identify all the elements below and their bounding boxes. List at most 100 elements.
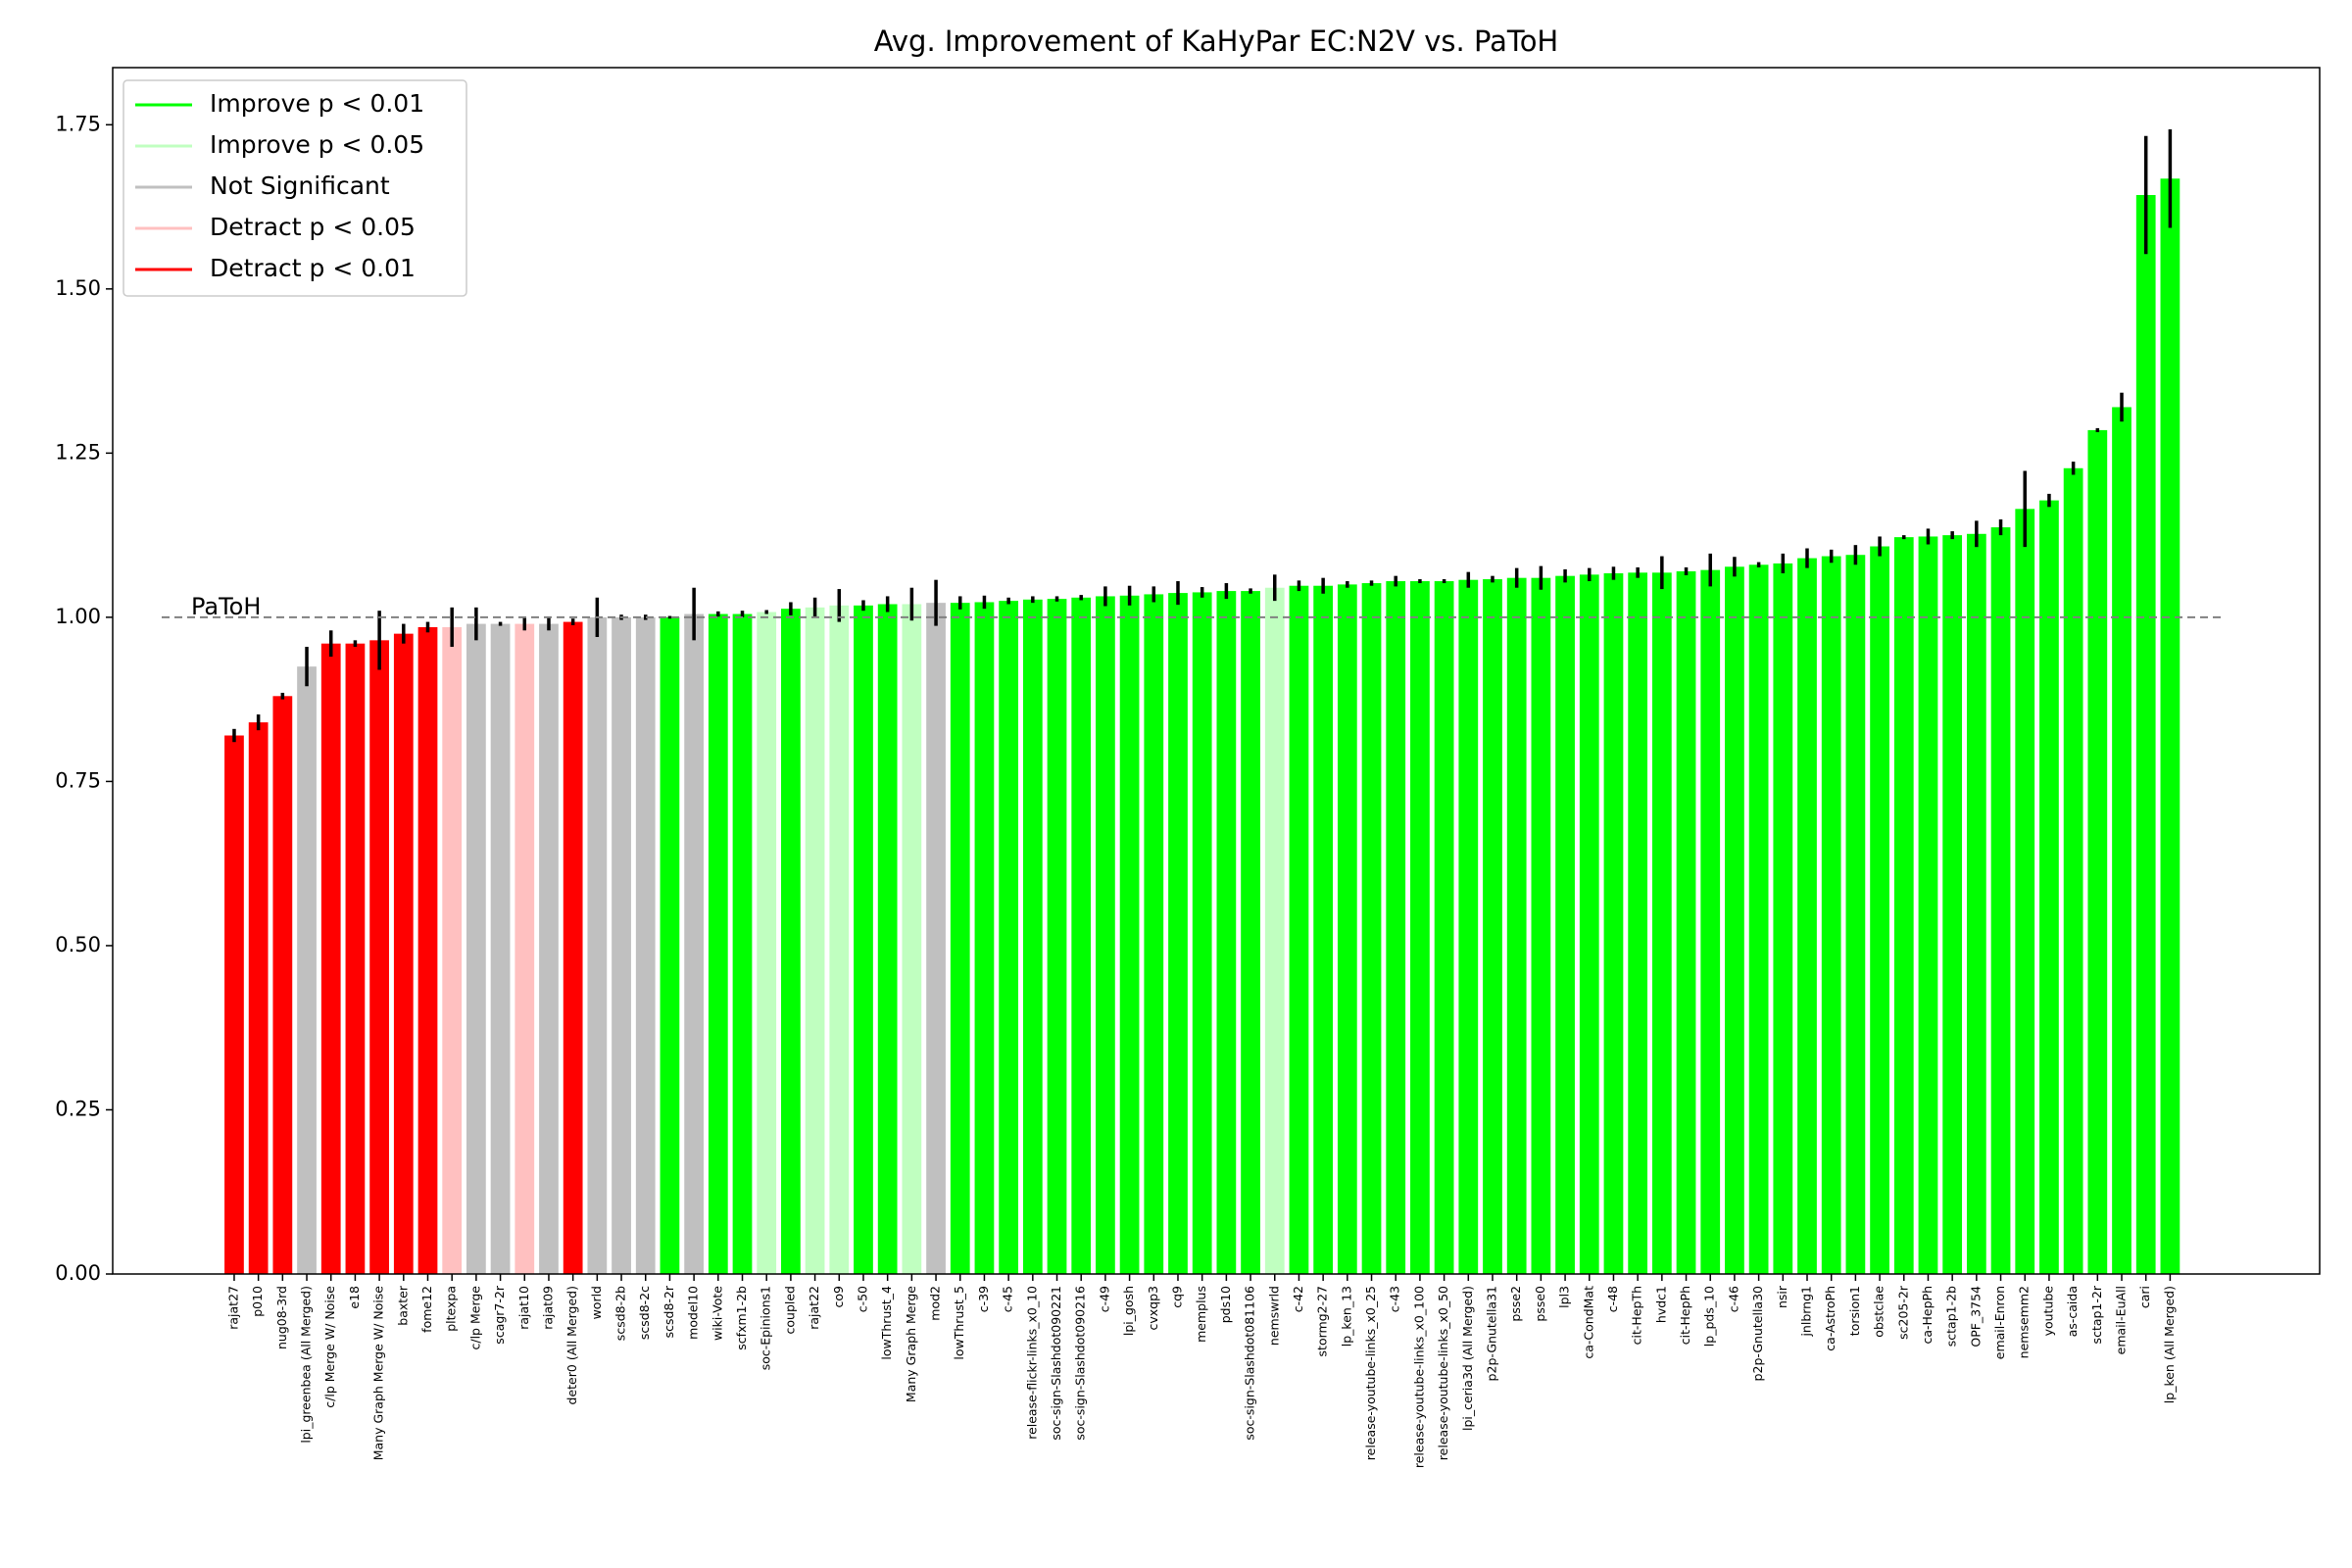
x-tick-label: sctap1-2b — [1944, 1286, 1959, 1347]
y-tick-label: 1.75 — [55, 112, 101, 135]
bar — [1096, 596, 1115, 1274]
bar — [1942, 535, 1963, 1274]
bar — [660, 616, 680, 1274]
x-tick-label: soc-Epinions1 — [759, 1286, 773, 1370]
y-tick-label: 0.00 — [55, 1261, 101, 1285]
bar — [1458, 579, 1479, 1274]
x-tick-label: c-48 — [1605, 1286, 1620, 1312]
bar — [1071, 597, 1092, 1274]
x-tick-label: cvxqp3 — [1146, 1286, 1160, 1331]
legend-label: Detract p < 0.05 — [210, 213, 416, 241]
x-tick-label: memplus — [1194, 1286, 1208, 1343]
x-tick-label: rajat27 — [225, 1286, 240, 1330]
bar — [1216, 591, 1237, 1274]
x-tick-label: soc-sign-Slashdot090216 — [1073, 1286, 1088, 1441]
bar — [2063, 467, 2083, 1274]
x-tick-label: coupled — [782, 1286, 797, 1334]
x-tick-label: scagr7-2r — [492, 1285, 507, 1345]
x-tick-label: rajat22 — [807, 1286, 821, 1330]
bar — [1119, 595, 1140, 1274]
bar — [1845, 555, 1866, 1274]
bar — [1168, 593, 1188, 1274]
bar — [1386, 581, 1406, 1274]
bar — [1676, 570, 1696, 1274]
x-tick-label: model10 — [686, 1286, 701, 1340]
bar — [2160, 178, 2180, 1275]
x-tick-label: scsd8-2c — [637, 1286, 652, 1340]
bar — [1893, 537, 1914, 1274]
bar — [974, 602, 995, 1274]
x-tick-label: Many Graph Merge — [904, 1286, 918, 1402]
bar — [1603, 572, 1624, 1274]
x-tick-label: psse0 — [1533, 1286, 1547, 1322]
bar — [1966, 533, 1986, 1274]
x-tick-label: lpi_gosh — [1121, 1286, 1136, 1336]
x-tick-label: e18 — [347, 1286, 362, 1309]
x-tick-label: lpl3 — [1557, 1286, 1572, 1308]
x-tick-label: p010 — [250, 1286, 265, 1317]
x-tick-label: nsir — [1775, 1285, 1789, 1308]
y-tick-label: 1.25 — [55, 440, 101, 464]
bar — [393, 633, 414, 1274]
legend-label: Not Significant — [210, 172, 390, 200]
bar — [1725, 566, 1744, 1274]
bar — [1022, 599, 1043, 1274]
x-tick-label: cit-HepTh — [1630, 1286, 1644, 1345]
x-tick-label: nemswrld — [1266, 1286, 1281, 1346]
y-tick-label: 0.75 — [55, 768, 101, 792]
x-tick-label: rajat10 — [516, 1286, 531, 1330]
bar — [877, 604, 898, 1274]
bar — [2112, 407, 2132, 1274]
legend-label: Improve p < 0.01 — [210, 89, 424, 118]
bar — [1531, 577, 1551, 1274]
bar — [757, 612, 777, 1274]
bar — [1313, 585, 1334, 1274]
legend-label: Improve p < 0.05 — [210, 130, 424, 159]
x-tick-label: as-caida — [2065, 1286, 2080, 1337]
x-tick-label: soc-sign-Slashdot090221 — [1049, 1286, 1063, 1441]
bar — [2015, 509, 2035, 1274]
bar — [612, 616, 631, 1274]
bar — [490, 623, 511, 1274]
x-tick-label: soc-sign-Slashdot081106 — [1243, 1286, 1257, 1441]
x-tick-label: release-youtube-links_x0_100 — [1411, 1286, 1426, 1468]
x-tick-label: ca-CondMat — [1581, 1286, 1595, 1359]
bar — [1289, 585, 1309, 1274]
x-tick-label: nug08-3rd — [274, 1286, 289, 1349]
bar — [2087, 429, 2108, 1275]
x-tick-label: jnlbrng1 — [1799, 1286, 1814, 1338]
bar — [1748, 564, 1769, 1274]
x-tick-label: p2p-Gnutella30 — [1750, 1286, 1765, 1381]
x-tick-label: pds10 — [1218, 1286, 1233, 1323]
x-tick-label: rajat09 — [540, 1286, 555, 1330]
x-tick-label: lp_pds_10 — [1702, 1286, 1717, 1347]
bar — [829, 605, 850, 1274]
bar — [854, 605, 873, 1274]
x-tick-label: c-39 — [976, 1286, 991, 1312]
x-tick-label: release-youtube-links_x0_50 — [1436, 1286, 1450, 1460]
x-tick-label: scsd8-2r — [662, 1285, 676, 1338]
bar — [732, 613, 753, 1274]
bar — [224, 735, 244, 1274]
x-tick-label: c-42 — [1291, 1286, 1305, 1312]
legend-label: Detract p < 0.01 — [210, 254, 416, 282]
x-tick-label: release-youtube-links_x0_25 — [1363, 1286, 1378, 1460]
x-tick-label: scsd8-2b — [613, 1286, 628, 1341]
bar — [514, 623, 535, 1274]
bar — [417, 626, 438, 1274]
x-tick-label: world — [589, 1286, 604, 1319]
x-tick-label: deter0 (All Merged) — [564, 1286, 579, 1404]
x-tick-label: c-46 — [1726, 1286, 1740, 1312]
bar — [1192, 592, 1212, 1274]
x-tick-label: c-43 — [1388, 1286, 1402, 1312]
x-tick-label: c/lp Merge — [467, 1286, 482, 1350]
y-tick-label: 1.50 — [55, 276, 101, 300]
x-tick-label: lowThrust_4 — [879, 1286, 894, 1360]
bar — [1410, 581, 1430, 1274]
x-tick-label: cari — [2137, 1286, 2152, 1308]
bar — [587, 616, 608, 1274]
bar — [1483, 579, 1502, 1274]
bar — [1579, 574, 1599, 1274]
x-tick-label: c-45 — [1001, 1286, 1015, 1312]
